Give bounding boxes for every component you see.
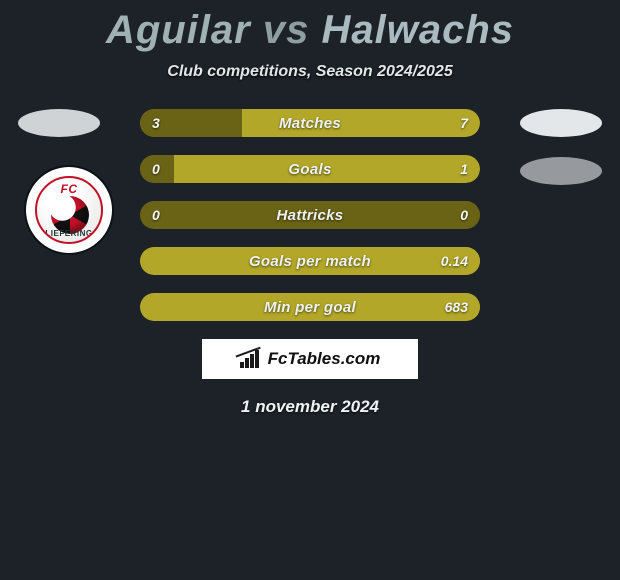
stat-label: Goals [140, 155, 480, 183]
club-badge-bottom-text: LIEFERING [37, 229, 101, 238]
club-badge-top-text: FC [37, 182, 101, 196]
vs-text: vs [263, 8, 310, 52]
stat-row: 37Matches [140, 109, 480, 137]
player2-name: Halwachs [322, 8, 515, 52]
stat-label: Goals per match [140, 247, 480, 275]
stat-row: 0.14Goals per match [140, 247, 480, 275]
club-badge-inner: FC LIEFERING [35, 176, 103, 244]
brand-text: FcTables.com [268, 349, 381, 369]
page-title: Aguilar vs Halwachs [0, 0, 620, 53]
stat-row: 01Goals [140, 155, 480, 183]
player1-silhouette [18, 109, 100, 137]
subtitle: Club competitions, Season 2024/2025 [0, 63, 620, 81]
brand-box: FcTables.com [202, 339, 418, 379]
club-badge: FC LIEFERING [26, 167, 112, 253]
stat-label: Hattricks [140, 201, 480, 229]
stat-label: Min per goal [140, 293, 480, 321]
comparison-arena: FC LIEFERING 37Matches 01Goals 00Hattricks… [0, 109, 620, 321]
comparison-bars: 37Matches 01Goals 00Hattricks 0.14Goals per… [140, 109, 480, 321]
player1-name: Aguilar [106, 8, 251, 52]
player2-silhouette-2 [520, 157, 602, 185]
date-text: 1 november 2024 [0, 397, 620, 417]
stat-row: 683Min per goal [140, 293, 480, 321]
stat-label: Matches [140, 109, 480, 137]
player2-silhouette-1 [520, 109, 602, 137]
stat-row: 00Hattricks [140, 201, 480, 229]
bar-chart-icon [240, 350, 262, 368]
